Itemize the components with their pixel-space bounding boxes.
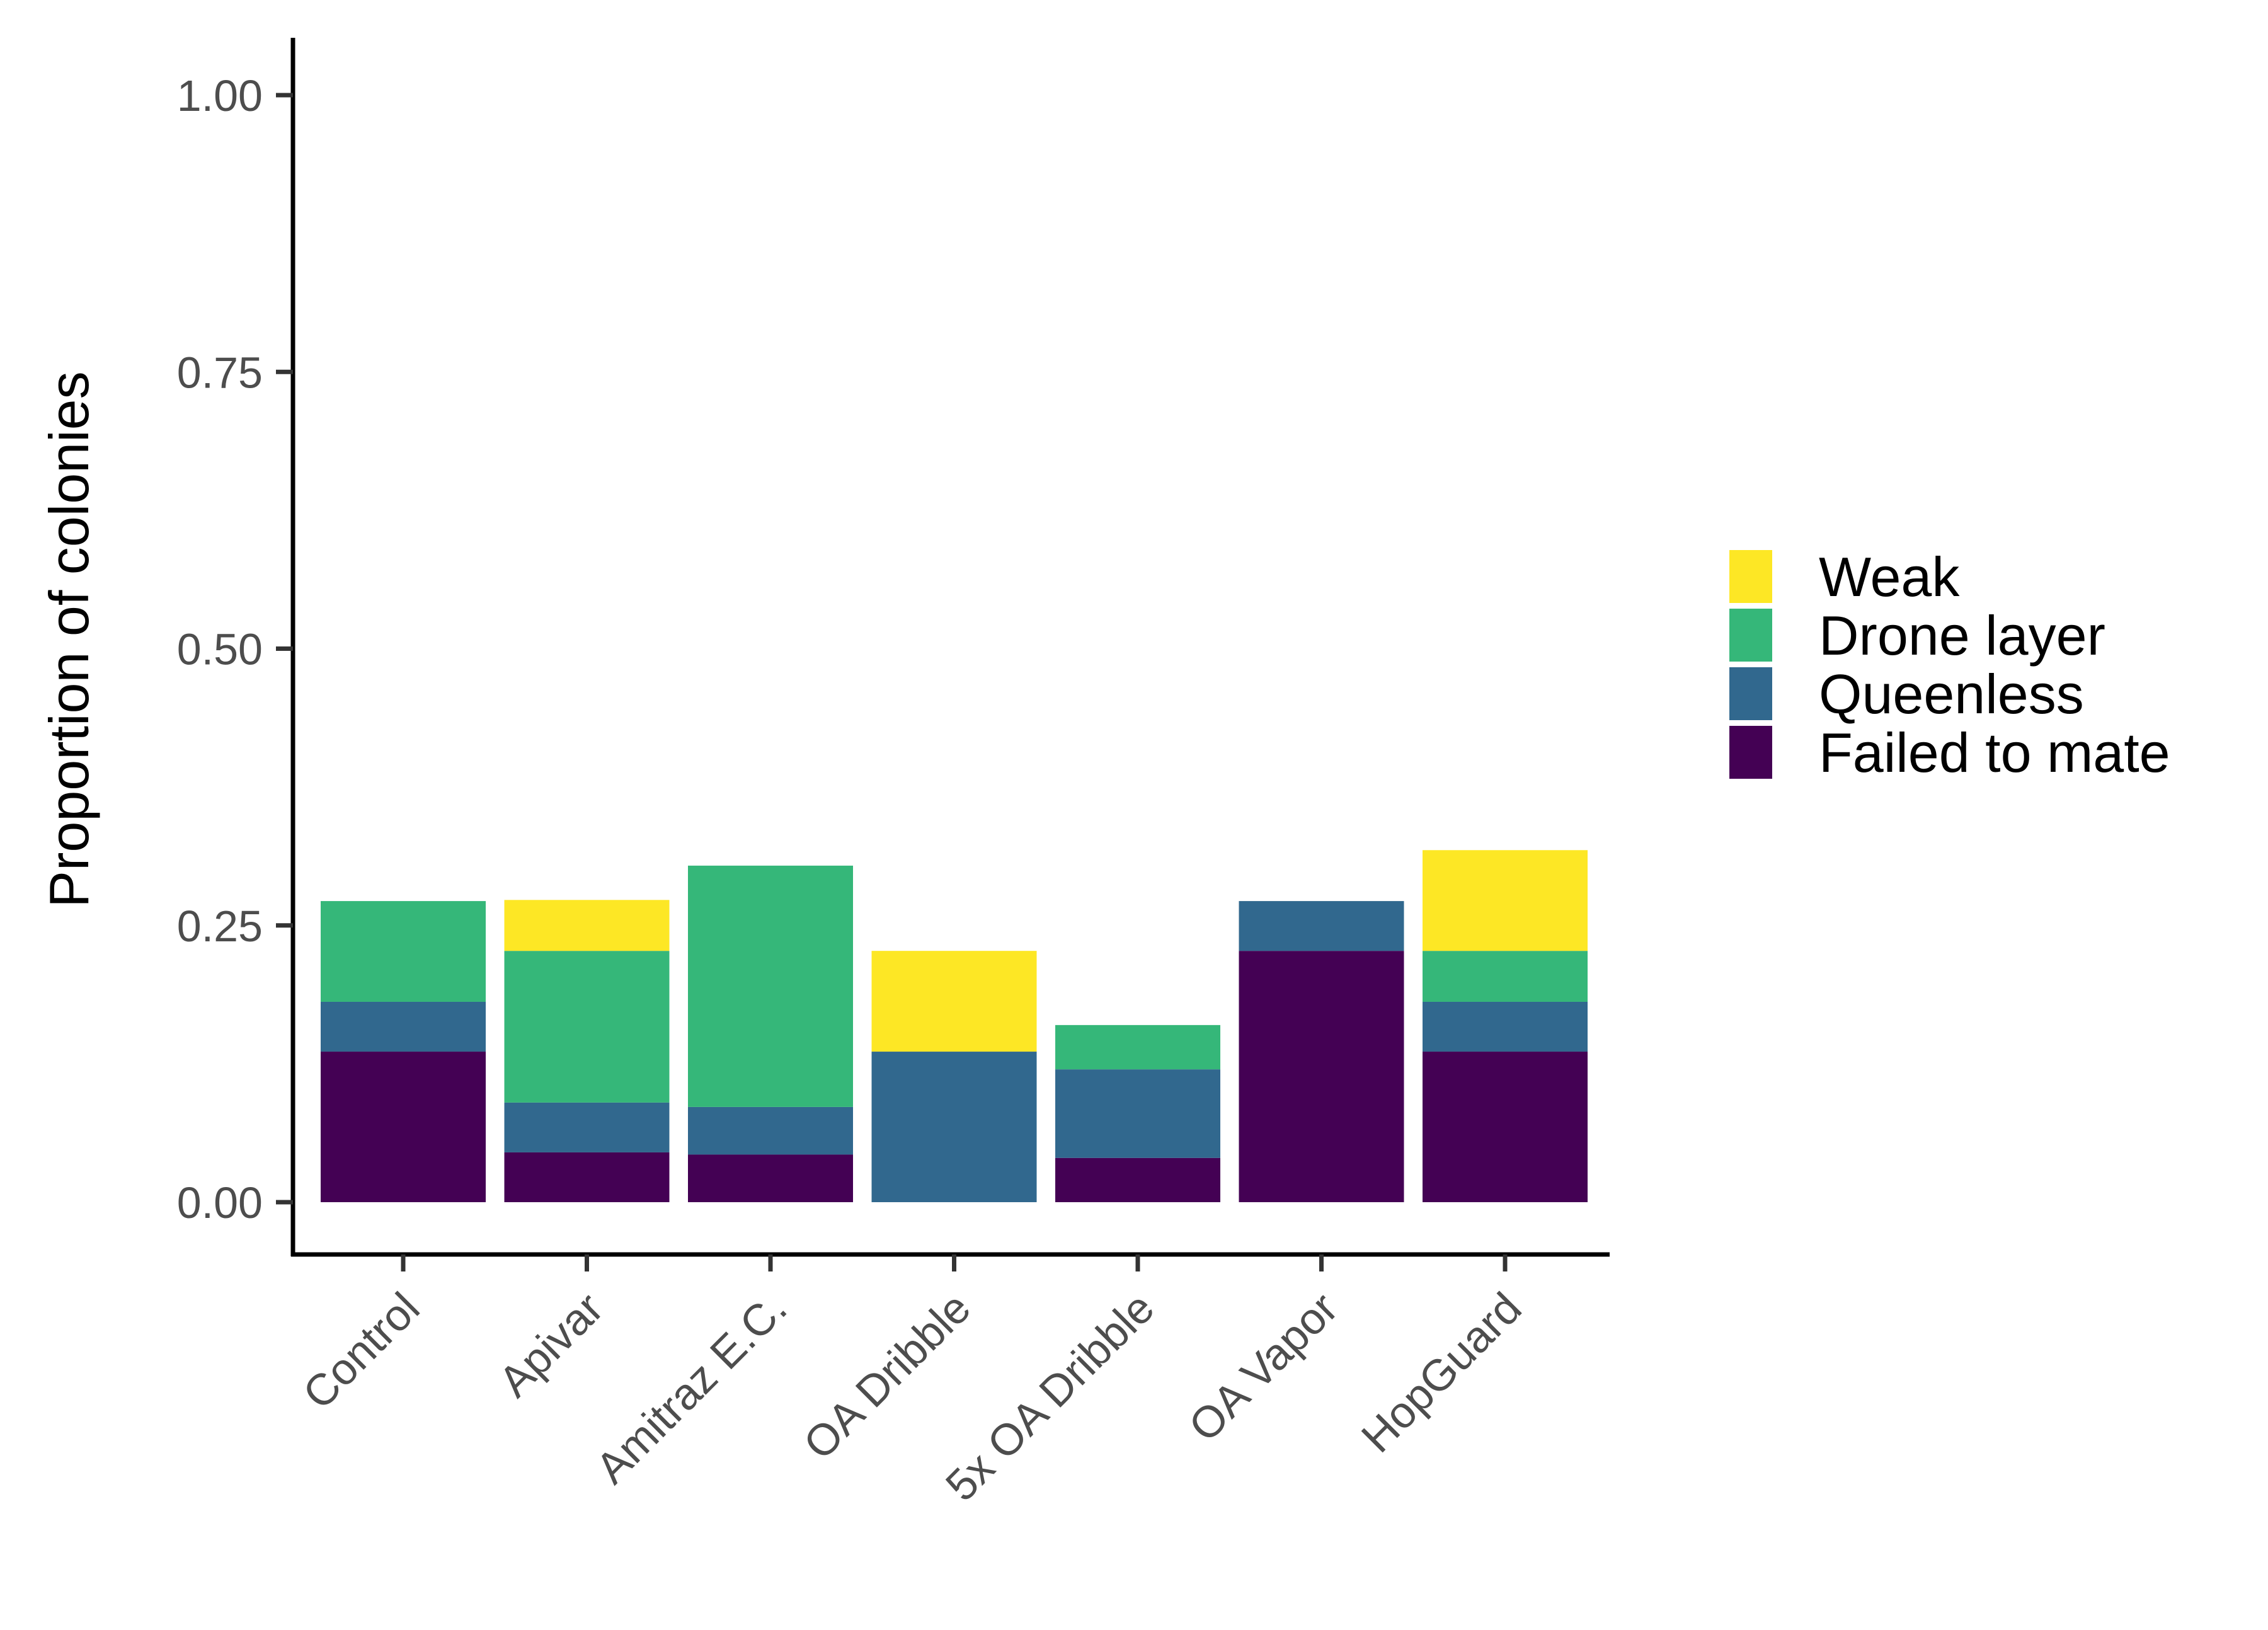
axes-layer: 0.00 0.25 0.50 0.75 1.00 Control ApivarAmitraz…: [177, 38, 1610, 1510]
bar-amitraz-e-c-drone-layer: [688, 865, 853, 1107]
y-tick-label: 0.00: [177, 1178, 263, 1227]
x-tick-label-control: Control: [294, 1283, 429, 1418]
bar-oa-dribble-weak: [871, 951, 1037, 1052]
y-tick-label: 1.00: [177, 71, 263, 120]
bar-control-queenless: [321, 1001, 486, 1052]
legend-label-weak: Weak: [1819, 546, 1960, 608]
bar-control-drone-layer: [321, 901, 486, 1002]
bar-5x-oa-dribble-queenless: [1055, 1069, 1220, 1158]
bar-amitraz-e-c-queenless: [688, 1106, 853, 1155]
bar-oa-vapor-failed-to-mate: [1239, 951, 1404, 1202]
y-tick-label: 0.75: [177, 348, 263, 397]
x-tick-label-hopguard: HopGuard: [1352, 1283, 1531, 1462]
x-tick-label-amitraz-e-c: Amitraz E.C.: [587, 1283, 796, 1493]
bar-hopguard-failed-to-mate: [1423, 1052, 1588, 1202]
bar-apivar-weak: [504, 900, 670, 951]
bar-apivar-failed-to-mate: [504, 1152, 670, 1202]
bar-oa-vapor-queenless: [1239, 901, 1404, 951]
x-tick-label-oa-dribble: OA Dribble: [794, 1283, 980, 1468]
bar-amitraz-e-c-failed-to-mate: [688, 1154, 853, 1202]
legend-label-drone-layer: Drone layer: [1819, 604, 2105, 667]
bars-layer: [321, 850, 1588, 1202]
bar-apivar-queenless: [504, 1102, 670, 1152]
x-tick-label-apivar: Apivar: [490, 1283, 612, 1406]
legend-key-drone-layer: [1729, 609, 1772, 662]
bar-hopguard-drone-layer: [1423, 951, 1588, 1002]
y-axis-title: Proportion of colonies: [38, 371, 100, 907]
bar-oa-dribble-queenless: [871, 1052, 1037, 1202]
bar-hopguard-weak: [1423, 850, 1588, 951]
legend-key-weak: [1729, 550, 1772, 603]
legend-label-queenless: Queenless: [1819, 663, 2084, 725]
y-tick-label: 0.25: [177, 902, 263, 951]
bar-5x-oa-dribble-failed-to-mate: [1055, 1157, 1220, 1202]
bar-hopguard-queenless: [1423, 1001, 1588, 1052]
bar-apivar-drone-layer: [504, 951, 670, 1103]
legend-label-failed-to-mate: Failed to mate: [1819, 721, 2170, 784]
legend-key-queenless: [1729, 667, 1772, 720]
bar-5x-oa-dribble-drone-layer: [1055, 1024, 1220, 1070]
legend-key-failed-to-mate: [1729, 726, 1772, 779]
bar-control-failed-to-mate: [321, 1052, 486, 1202]
x-tick-label-oa-vapor: OA Vapor: [1179, 1283, 1347, 1450]
y-tick-label: 0.50: [177, 625, 263, 674]
